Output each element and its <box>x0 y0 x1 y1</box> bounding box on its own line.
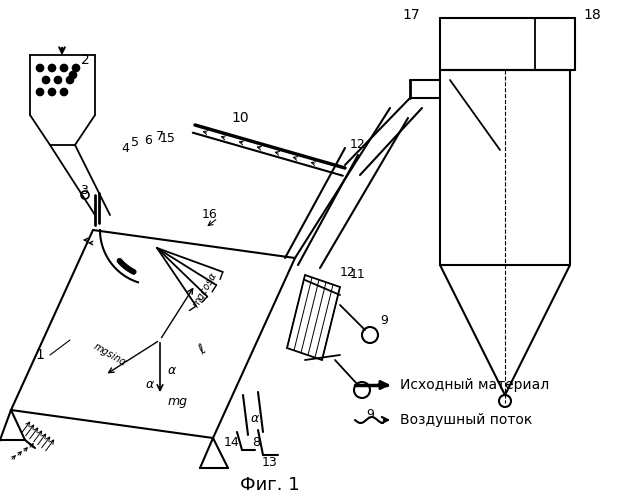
Text: α: α <box>251 412 259 425</box>
Circle shape <box>124 265 129 270</box>
Circle shape <box>49 64 56 71</box>
Text: mgsinα: mgsinα <box>92 342 128 368</box>
Text: 5: 5 <box>131 137 139 150</box>
Text: 12: 12 <box>340 265 356 278</box>
Circle shape <box>128 268 134 273</box>
Text: 17: 17 <box>403 8 420 22</box>
Circle shape <box>61 88 68 95</box>
Circle shape <box>61 64 68 71</box>
Text: 10: 10 <box>231 111 249 125</box>
Text: 9: 9 <box>380 313 388 326</box>
Text: 9: 9 <box>366 409 374 422</box>
Text: Фиг. 1: Фиг. 1 <box>240 476 300 494</box>
Text: 1: 1 <box>36 348 45 362</box>
Text: 16: 16 <box>202 209 218 222</box>
Circle shape <box>121 263 127 268</box>
Text: 15: 15 <box>160 132 176 145</box>
Text: 2: 2 <box>81 53 89 67</box>
Text: 4: 4 <box>121 142 129 155</box>
Text: 18: 18 <box>583 8 601 22</box>
Circle shape <box>119 260 124 265</box>
Text: 11: 11 <box>350 268 366 281</box>
Text: mgcosα: mgcosα <box>191 271 219 309</box>
Circle shape <box>127 267 132 272</box>
Circle shape <box>66 76 73 83</box>
Text: 7: 7 <box>156 131 164 144</box>
Circle shape <box>54 76 61 83</box>
Text: α: α <box>146 379 154 392</box>
Circle shape <box>118 259 123 264</box>
Text: Исходный материал: Исходный материал <box>400 378 550 392</box>
Circle shape <box>36 64 43 71</box>
Text: 6: 6 <box>144 134 152 147</box>
Text: α: α <box>168 363 176 377</box>
Circle shape <box>117 258 122 263</box>
Text: 8: 8 <box>252 437 260 450</box>
Text: 3: 3 <box>80 184 88 197</box>
Circle shape <box>70 71 77 78</box>
Circle shape <box>123 264 128 269</box>
Circle shape <box>120 262 125 267</box>
Circle shape <box>130 268 135 273</box>
Circle shape <box>49 88 56 95</box>
Circle shape <box>131 269 136 274</box>
Text: 14: 14 <box>224 437 240 450</box>
Circle shape <box>125 266 130 271</box>
Text: 12: 12 <box>350 139 366 152</box>
Text: 13: 13 <box>262 457 278 470</box>
Text: Воздушный поток: Воздушный поток <box>400 413 532 427</box>
Circle shape <box>72 64 79 71</box>
Text: mg: mg <box>168 396 188 409</box>
Text: ℓ: ℓ <box>196 343 208 357</box>
Circle shape <box>43 76 49 83</box>
Circle shape <box>36 88 43 95</box>
